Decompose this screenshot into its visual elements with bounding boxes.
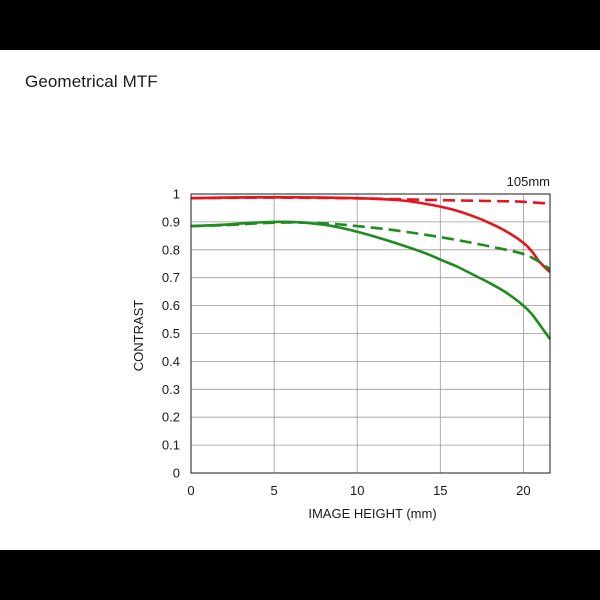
y-axis-label: CONTRAST [131,300,146,372]
x-axis-label: IMAGE HEIGHT (mm) [308,506,436,521]
x-tick-label: 10 [350,483,364,498]
y-tick-label: 0.6 [162,298,180,313]
y-tick-label: 0.5 [162,326,180,341]
green-solid-series-line [190,220,552,340]
y-tick-label: 0.8 [162,242,180,257]
x-tick-label: 0 [187,483,194,498]
red-dashed-series-line [190,196,551,206]
y-tick-label: 0.7 [162,270,180,285]
x-tick-labels: 0 5 10 15 20 [187,483,530,498]
y-tick-label: 0.4 [162,354,180,369]
y-tick-label: 0.1 [162,438,180,453]
page-title: Geometrical MTF [25,72,158,91]
y-tick-label: 1 [173,187,180,202]
x-tick-label: 5 [270,483,277,498]
series-lines [190,196,552,340]
y-tick-label: 0.9 [162,214,180,229]
top-letterbox-bar [0,0,600,50]
chart-panel: Geometrical MTF [0,50,600,550]
x-tick-label: 20 [516,483,530,498]
bottom-letterbox-bar [0,550,600,600]
y-tick-label: 0 [173,466,180,481]
green-dashed-series-line [190,221,551,271]
x-tick-label: 15 [433,483,447,498]
y-tick-label: 0.2 [162,410,180,425]
y-tick-label: 0.3 [162,382,180,397]
y-tick-labels: 0 0.1 0.2 0.3 0.4 0.5 0.6 0.7 0.8 0.9 1 [162,187,180,481]
chart-subtitle: 105mm [507,174,550,189]
plot-frame [190,193,551,474]
